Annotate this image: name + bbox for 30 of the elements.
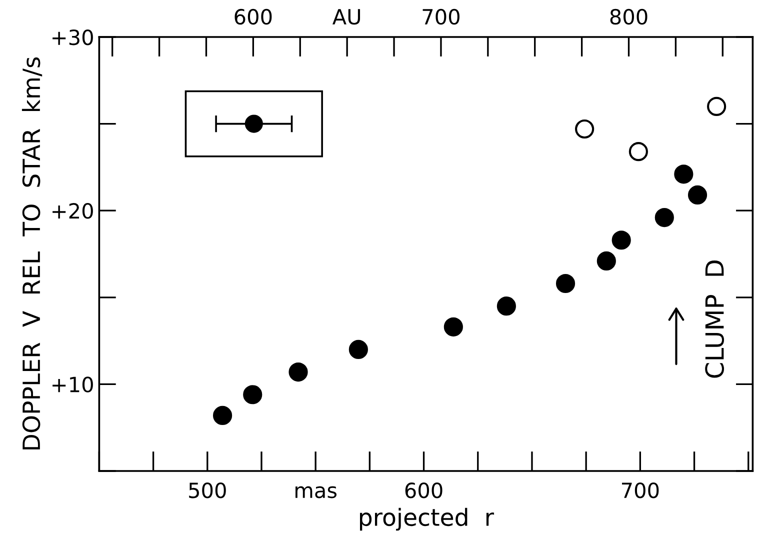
point [688, 185, 708, 205]
point [243, 385, 262, 404]
point [654, 208, 674, 228]
point [707, 96, 726, 116]
point [244, 114, 263, 133]
point [496, 296, 516, 316]
point [596, 251, 616, 270]
x-axis-title: projected r [360, 508, 494, 531]
point [348, 340, 368, 360]
x-tick-label: 600 [405, 482, 442, 498]
x2-tick-label: 700 [422, 8, 460, 25]
x-tick-label: 700 [622, 482, 659, 498]
point [556, 274, 576, 294]
point [288, 362, 308, 382]
x2-tick-label: AU [332, 9, 360, 25]
point [444, 317, 463, 336]
x-tick-label: mas [296, 486, 337, 498]
y-tick-label: +20 [52, 203, 93, 219]
x-tick-label: 500 [189, 482, 226, 498]
y-tick-label: +10 [52, 376, 93, 392]
x2-tick-label: 800 [610, 8, 648, 25]
annotation: CLUMP D [705, 260, 724, 378]
y-axis-title: DOPPLER V REL TO STAR km/s [22, 57, 42, 450]
point [212, 406, 232, 425]
point [628, 142, 648, 162]
point [575, 119, 594, 139]
point [612, 230, 631, 250]
point [674, 164, 694, 184]
x2-tick-label: 600 [234, 8, 272, 25]
y-tick-label: +30 [52, 29, 93, 46]
